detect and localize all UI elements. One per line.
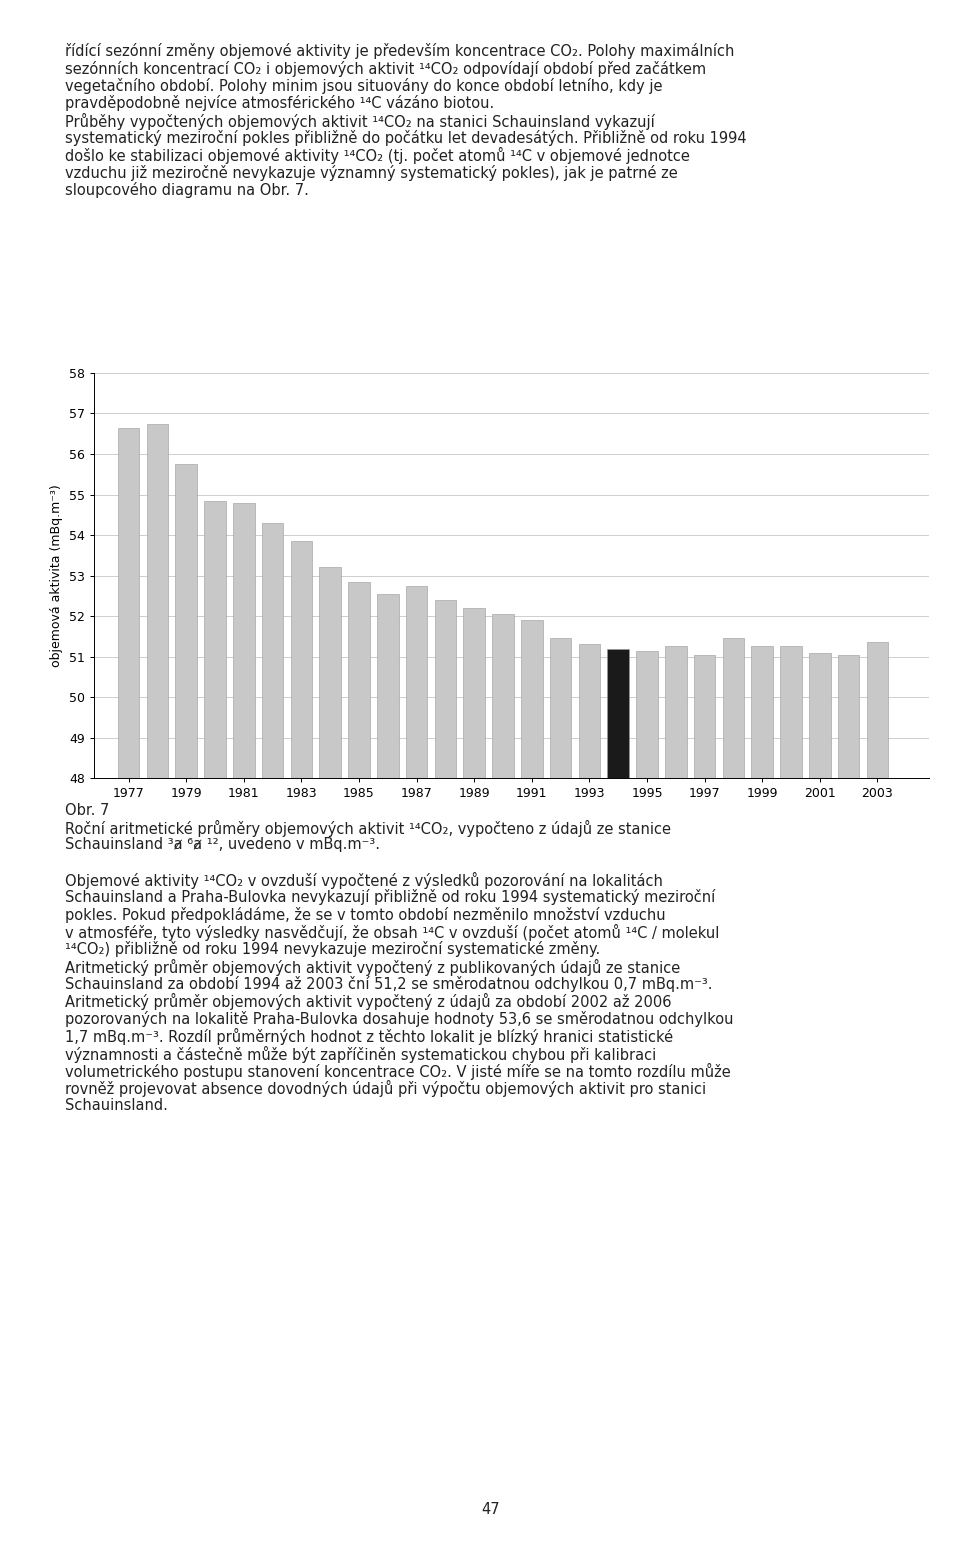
Bar [435, 599, 456, 778]
Bar [176, 464, 197, 778]
Text: Aritmetický průměr objemových aktivit vypočtený z publikovaných údajů ze stanice: Aritmetický průměr objemových aktivit vy… [65, 959, 681, 975]
Text: Schauinsland ³ⱥ ⁶ⱥ ¹², uvedeno v mBq.m⁻³.: Schauinsland ³ⱥ ⁶ⱥ ¹², uvedeno v mBq.m⁻³… [65, 837, 380, 852]
Bar [377, 593, 398, 778]
Text: Aritmetický průměr objemových aktivit vypočtený z údajů za období 2002 až 2006: Aritmetický průměr objemových aktivit vy… [65, 994, 672, 1011]
Bar [780, 647, 802, 778]
Bar [233, 502, 254, 778]
Bar [406, 586, 427, 778]
Text: Schauinsland a Praha-Bulovka nevykazují přibližně od roku 1994 systematický mezi: Schauinsland a Praha-Bulovka nevykazují … [65, 889, 715, 905]
Bar [521, 619, 542, 778]
Bar [492, 613, 514, 778]
Text: Roční aritmetické průměry objemových aktivit ¹⁴CO₂, vypočteno z údajů ze stanice: Roční aritmetické průměry objemových akt… [65, 820, 671, 837]
Text: pozorovaných na lokalitě Praha-Bulovka dosahuje hodnoty 53,6 se směrodatnou odch: pozorovaných na lokalitě Praha-Bulovka d… [65, 1011, 733, 1026]
Text: ¹⁴CO₂) přibližně od roku 1994 nevykazuje meziroční systematické změny.: ¹⁴CO₂) přibližně od roku 1994 nevykazuje… [65, 942, 601, 957]
Text: vegetačního období. Polohy minim jsou situovány do konce období letního, kdy je: vegetačního období. Polohy minim jsou si… [65, 79, 662, 94]
Text: došlo ke stabilizaci objemové aktivity ¹⁴CO₂ (tj. počet atomů ¹⁴C v objemové jed: došlo ke stabilizaci objemové aktivity ¹… [65, 148, 690, 165]
Bar [348, 581, 370, 778]
Text: 1,7 mBq.m⁻³. Rozdíl průměrných hodnot z těchto lokalit je blízký hranici statist: 1,7 mBq.m⁻³. Rozdíl průměrných hodnot z … [65, 1028, 673, 1045]
Text: 47: 47 [482, 1502, 500, 1518]
Text: Schauinsland za období 1994 až 2003 ční 51,2 se směrodatnou odchylkou 0,7 mBq.m⁻: Schauinsland za období 1994 až 2003 ční … [65, 975, 712, 992]
Text: systematický meziroční pokles přibližně do počátku let devadesátých. Přibližně o: systematický meziroční pokles přibližně … [65, 129, 747, 146]
Bar [809, 652, 830, 778]
Text: sloupcového diagramu na Obr. 7.: sloupcového diagramu na Obr. 7. [65, 182, 309, 199]
Text: rovněž projevovat absence dovodných údajů při výpočtu objemových aktivit pro sta: rovněž projevovat absence dovodných údaj… [65, 1080, 707, 1097]
Text: Schauinsland.: Schauinsland. [65, 1097, 168, 1113]
Bar [464, 609, 485, 778]
Bar [118, 428, 139, 778]
Text: Objemové aktivity ¹⁴CO₂ v ovzduší vypočtené z výsledků pozorování na lokalitách: Objemové aktivity ¹⁴CO₂ v ovzduší vypočt… [65, 872, 663, 889]
Bar [320, 567, 341, 778]
Bar [550, 638, 571, 778]
Bar [723, 638, 744, 778]
Bar [665, 647, 686, 778]
Text: sezónních koncentrací CO₂ i objemových aktivit ¹⁴CO₂ odpovídají období před začá: sezónních koncentrací CO₂ i objemových a… [65, 60, 707, 77]
Bar [694, 655, 715, 778]
Bar [867, 643, 888, 778]
Bar [204, 501, 226, 778]
Bar [579, 644, 600, 778]
Bar [147, 424, 168, 778]
Bar [608, 649, 629, 778]
Text: Průběhy vypočtených objemových aktivit ¹⁴CO₂ na stanici Schauinsland vykazují: Průběhy vypočtených objemových aktivit ¹… [65, 112, 655, 129]
Bar [291, 541, 312, 778]
Bar [262, 522, 283, 778]
Text: řídící sezónní změny objemové aktivity je především koncentrace CO₂. Polohy maxi: řídící sezónní změny objemové aktivity j… [65, 43, 734, 59]
Text: Obr. 7: Obr. 7 [65, 803, 109, 818]
Bar [838, 655, 859, 778]
Y-axis label: objemová aktivita (mBq.m⁻³): objemová aktivita (mBq.m⁻³) [51, 484, 63, 667]
Text: volumetrického postupu stanovení koncentrace CO₂. V jisté míře se na tomto rozdí: volumetrického postupu stanovení koncent… [65, 1063, 731, 1080]
Bar [752, 647, 773, 778]
Bar [636, 650, 658, 778]
Text: významnosti a částečně může být zapříčiněn systematickou chybou při kalibraci: významnosti a částečně může být zapříčin… [65, 1045, 657, 1063]
Text: pravděpodobně nejvíce atmosférického ¹⁴C vázáno biotou.: pravděpodobně nejvíce atmosférického ¹⁴C… [65, 96, 494, 111]
Text: vzduchu již meziročně nevykazuje významný systematický pokles), jak je patrné ze: vzduchu již meziročně nevykazuje významn… [65, 165, 678, 180]
Text: v atmosféře, tyto výsledky nasvědčují, že obsah ¹⁴C v ovzduší (počet atomů ¹⁴C /: v atmosféře, tyto výsledky nasvědčují, ž… [65, 925, 720, 942]
Text: pokles. Pokud předpokládáme, že se v tomto období nezměnilo množství vzduchu: pokles. Pokud předpokládáme, že se v tom… [65, 906, 666, 923]
